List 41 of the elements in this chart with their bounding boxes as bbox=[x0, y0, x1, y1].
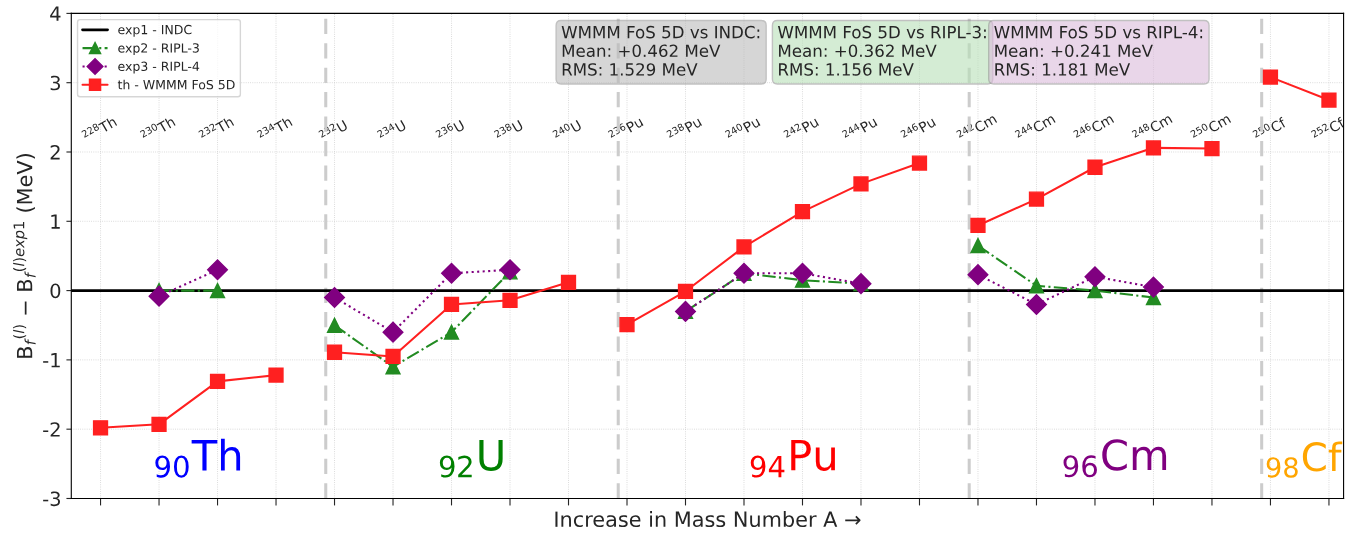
legend-label: th - WMMM FoS 5D bbox=[117, 79, 235, 90]
y-tick-label: -2 bbox=[43, 422, 60, 437]
y-tick-label: 0 bbox=[50, 283, 61, 299]
y-tick-label: 2 bbox=[50, 144, 60, 160]
x-tick-label: $^{238}$U bbox=[493, 117, 524, 143]
x-tick-label: $^{242}$Pu bbox=[783, 114, 820, 143]
x-tick-label: $^{252}$Cf bbox=[1310, 114, 1346, 143]
x-tick-label: $^{240}$Pu bbox=[724, 114, 761, 143]
x-tick-label: $^{234}$U bbox=[376, 117, 407, 143]
x-tick-label: $^{244}$Cm bbox=[1014, 111, 1056, 143]
annotation: $_{98}$Cf bbox=[1266, 441, 1343, 478]
y-tick-label: 4 bbox=[50, 6, 61, 21]
legend-label: exp2 - RIPL-3 bbox=[118, 43, 199, 56]
x-tick-label: $^{234}$Th bbox=[256, 114, 293, 143]
y-axis-title: B$_{f}$$^{(l)}$ − B$_{f}$$^{(l)exp1}$ (MeV) bbox=[13, 154, 36, 358]
y-tick-label: 1 bbox=[51, 214, 60, 229]
x-tick-label: $^{246}$Cm bbox=[1072, 111, 1115, 143]
annotation: $_{90}$Th bbox=[155, 438, 241, 478]
legend-label: exp1 - INDC bbox=[118, 24, 192, 37]
legend-label: exp3 - RIPL-4 bbox=[118, 61, 200, 74]
x-tick-label: $^{248}$Cm bbox=[1131, 111, 1173, 143]
annotation: $_{92}$U bbox=[439, 439, 503, 478]
x-tick-label: $^{246}$Pu bbox=[900, 114, 937, 143]
x-tick-label: $^{232}$Th bbox=[198, 114, 235, 143]
annotation: WMMM FoS 5D vs RIPL-4: Mean: +0.241 MeV RMS: 1.181 MeV bbox=[994, 25, 1203, 76]
x-tick-label: $^{238}$Pu bbox=[666, 114, 703, 143]
x-tick-label: $^{244}$Pu bbox=[841, 114, 878, 143]
x-tick-label: $^{230}$Th bbox=[139, 114, 176, 143]
x-tick-label: $^{236}$U bbox=[435, 117, 466, 143]
x-tick-label: $^{240}$U bbox=[552, 117, 583, 143]
y-tick-label: -1 bbox=[43, 353, 60, 368]
annotation: $_{94}$Pu bbox=[750, 439, 835, 478]
x-axis-title: Increase in Mass Number A → bbox=[555, 510, 861, 528]
annotation: $_{96}$Cm bbox=[1063, 439, 1167, 478]
annotation: WMMM FoS 5D vs RIPL-3: Mean: +0.362 MeV RMS: 1.156 MeV bbox=[777, 25, 986, 76]
x-tick-label: $^{250}$Cm bbox=[1189, 111, 1232, 143]
y-tick-label: 3 bbox=[50, 75, 61, 91]
x-tick-label: $^{228}$Th bbox=[81, 114, 118, 143]
annotation: WMMM FoS 5D vs INDC: Mean: +0.462 MeV RMS: 1.529 MeV bbox=[561, 25, 760, 76]
y-tick-label: -3 bbox=[43, 491, 61, 507]
x-tick-label: $^{250}$Cf bbox=[1252, 114, 1288, 143]
